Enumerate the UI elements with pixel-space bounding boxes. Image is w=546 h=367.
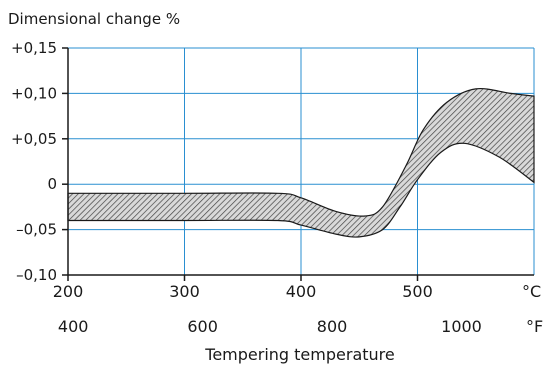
x-tick-label-fahrenheit: 800 (317, 317, 348, 336)
y-tick-labels: +0,15 +0,10 +0,05 0 –0,05 –0,10 (11, 39, 57, 284)
dimensional-change-band (67, 87, 535, 238)
x-unit-celsius: °C (522, 282, 541, 301)
axes (62, 47, 534, 281)
grid (68, 47, 535, 275)
y-tick-label: 0 (47, 175, 57, 193)
band-group (67, 87, 535, 238)
chart-title: Dimensional change % (8, 10, 180, 28)
x-tick-label-celsius: 400 (286, 282, 317, 301)
x-tick-label-fahrenheit: 1000 (441, 317, 482, 336)
x-axis-title: Tempering temperature (204, 345, 394, 364)
y-tick-label: –0,10 (16, 266, 57, 284)
x-unit-fahrenheit: °F (526, 317, 543, 336)
x-tick-label-celsius: 300 (169, 282, 200, 301)
y-tick-label: +0,15 (11, 39, 57, 57)
x-tick-labels-celsius: 200 300 400 500 (53, 282, 433, 301)
y-tick-label: +0,05 (11, 130, 57, 148)
x-tick-label-celsius: 200 (53, 282, 84, 301)
y-tick-label: –0,05 (16, 221, 57, 239)
x-tick-label-fahrenheit: 600 (187, 317, 218, 336)
y-tick-label: +0,10 (11, 84, 57, 102)
x-tick-labels-fahrenheit: 400 600 800 1000 (58, 317, 482, 336)
x-tick-label-fahrenheit: 400 (58, 317, 89, 336)
x-tick-label-celsius: 500 (402, 282, 433, 301)
